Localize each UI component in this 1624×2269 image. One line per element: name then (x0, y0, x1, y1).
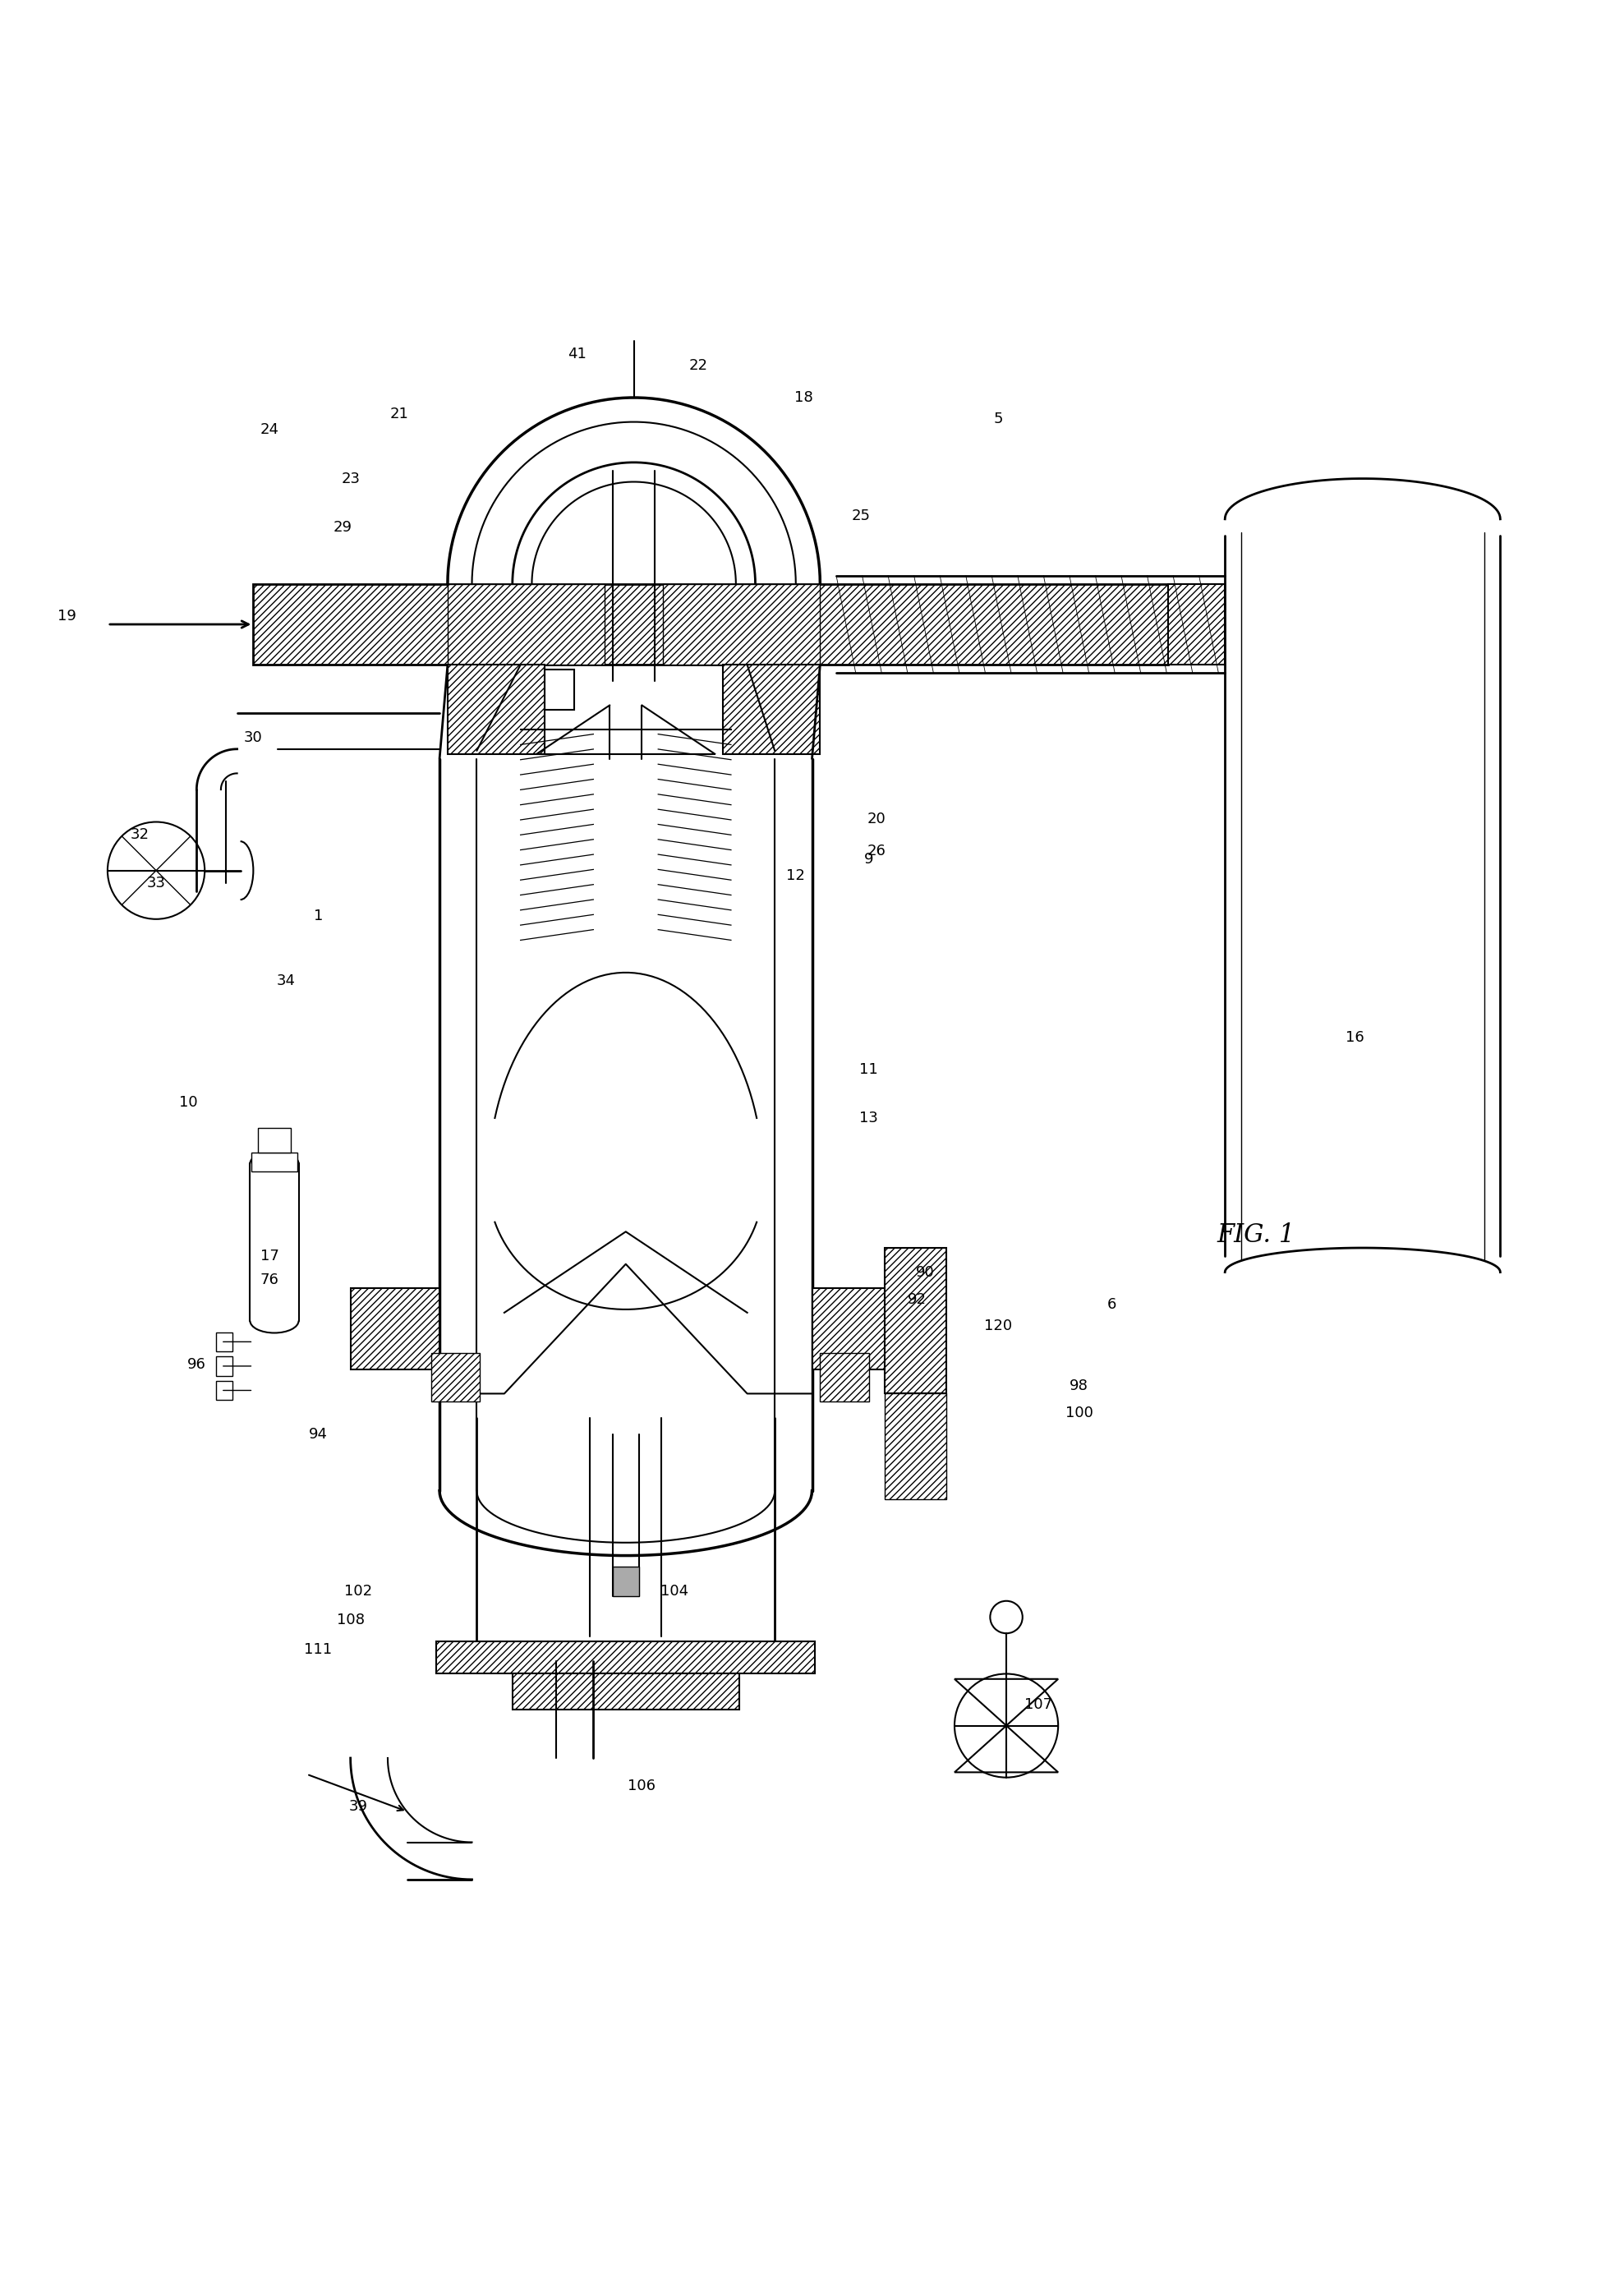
Bar (812, 1289, 901, 1368)
Text: 39: 39 (349, 1799, 369, 1813)
Bar (216, 1332, 232, 1352)
Text: 10: 10 (179, 1094, 198, 1110)
Text: 17: 17 (260, 1248, 279, 1264)
Bar (612, 1568, 638, 1595)
Text: 11: 11 (859, 1062, 879, 1078)
Text: 102: 102 (344, 1584, 372, 1600)
Text: 9: 9 (864, 851, 874, 867)
Text: 76: 76 (260, 1273, 279, 1287)
Text: 23: 23 (341, 472, 361, 486)
Bar (253, 583, 1168, 665)
Text: 90: 90 (916, 1264, 935, 1280)
Text: 94: 94 (309, 1427, 328, 1441)
Text: 34: 34 (276, 973, 296, 987)
Text: 120: 120 (984, 1318, 1012, 1332)
Text: 24: 24 (260, 422, 279, 438)
Bar (258, 1128, 291, 1153)
Text: 12: 12 (786, 869, 806, 883)
Text: 92: 92 (908, 1293, 927, 1307)
Bar (351, 1289, 440, 1368)
Bar (723, 665, 820, 753)
Bar (448, 665, 544, 753)
Bar (448, 583, 604, 665)
Text: 104: 104 (661, 1584, 689, 1600)
Text: 6: 6 (1108, 1298, 1116, 1311)
Text: 108: 108 (336, 1613, 364, 1627)
Text: 29: 29 (333, 520, 352, 535)
Text: 18: 18 (794, 390, 814, 404)
Text: 20: 20 (867, 812, 887, 826)
Text: 1: 1 (313, 908, 323, 923)
Text: 111: 111 (304, 1643, 331, 1656)
Text: 22: 22 (689, 359, 708, 372)
Text: FIG. 1: FIG. 1 (1216, 1223, 1294, 1248)
Bar (1168, 583, 1224, 665)
Bar (885, 1393, 947, 1500)
Text: 5: 5 (994, 411, 1004, 427)
Bar (820, 1352, 869, 1402)
Text: 96: 96 (187, 1357, 206, 1373)
Text: 19: 19 (58, 608, 76, 624)
Bar (885, 1248, 947, 1393)
Text: 41: 41 (568, 347, 586, 361)
Text: 25: 25 (851, 508, 870, 524)
Text: 100: 100 (1065, 1407, 1093, 1420)
Bar (437, 1640, 815, 1675)
Bar (544, 669, 573, 710)
Text: 21: 21 (390, 406, 409, 422)
Text: 13: 13 (859, 1112, 879, 1125)
Text: 98: 98 (1070, 1377, 1088, 1393)
Text: 30: 30 (244, 731, 263, 744)
Bar (432, 1352, 481, 1402)
Text: 107: 107 (1025, 1697, 1052, 1713)
Text: 26: 26 (867, 844, 887, 858)
Bar (252, 1153, 297, 1171)
Text: 32: 32 (130, 828, 149, 842)
Text: 16: 16 (1345, 1030, 1364, 1044)
Bar (513, 1675, 739, 1709)
Text: 106: 106 (628, 1779, 656, 1793)
Bar (216, 1357, 232, 1375)
Bar (663, 583, 820, 665)
Text: 33: 33 (146, 876, 166, 892)
Bar (216, 1380, 232, 1400)
